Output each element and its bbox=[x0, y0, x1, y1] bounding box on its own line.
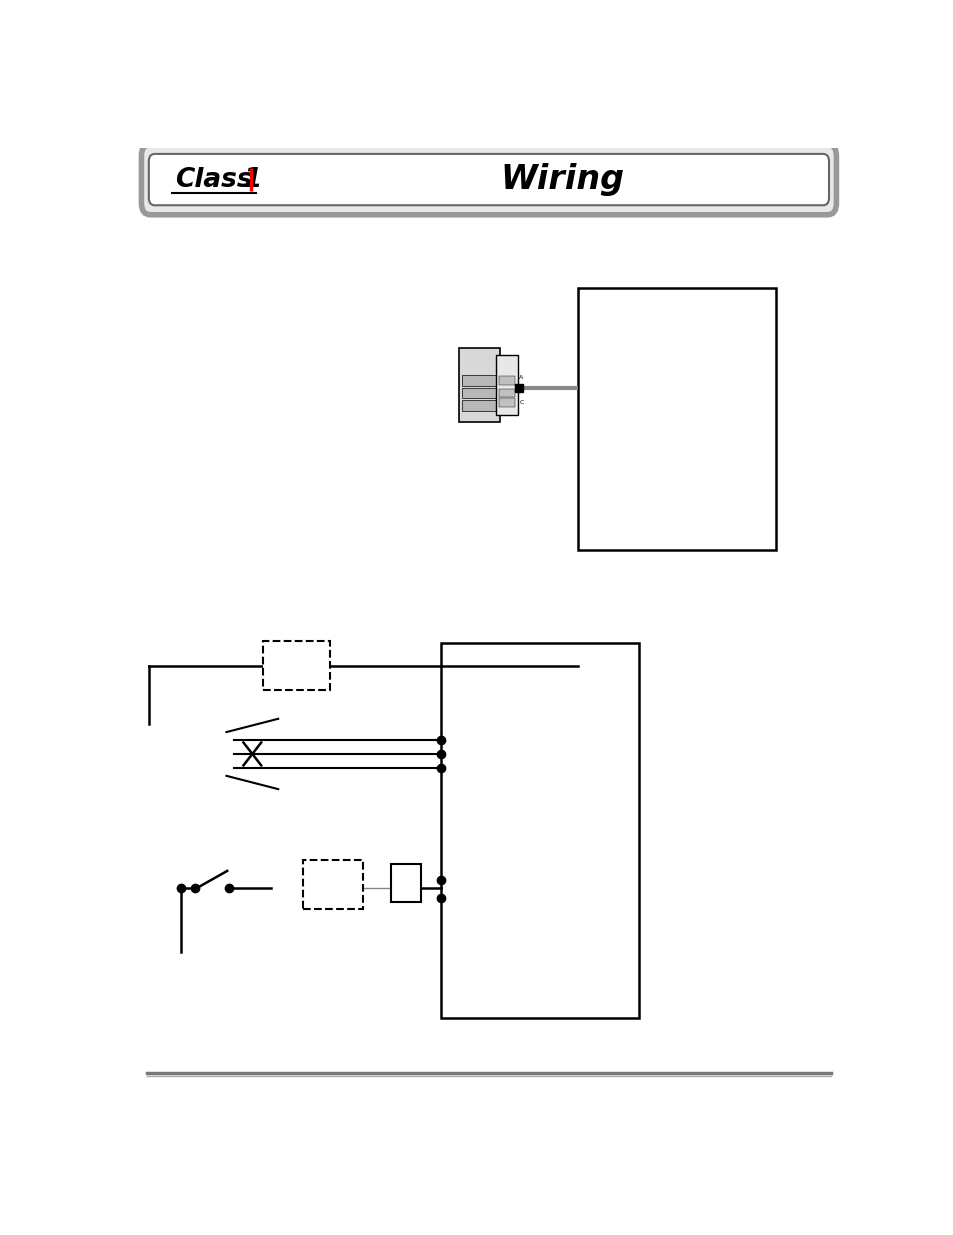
FancyBboxPatch shape bbox=[141, 144, 836, 215]
Bar bbox=[440, 642, 639, 1019]
Bar bbox=[459, 348, 499, 422]
Bar bbox=[461, 400, 497, 411]
Bar bbox=[302, 860, 363, 909]
Bar bbox=[498, 389, 515, 398]
Text: A: A bbox=[518, 375, 523, 380]
Bar bbox=[461, 388, 497, 399]
Text: B: B bbox=[518, 388, 523, 393]
Bar bbox=[496, 354, 518, 415]
Bar bbox=[391, 864, 420, 903]
Bar bbox=[498, 399, 515, 406]
Bar bbox=[461, 375, 497, 385]
Bar bbox=[498, 377, 515, 385]
Bar bbox=[577, 288, 775, 550]
Text: Class: Class bbox=[174, 167, 252, 193]
Text: C: C bbox=[518, 400, 523, 405]
Text: 1: 1 bbox=[243, 167, 261, 193]
FancyBboxPatch shape bbox=[149, 154, 828, 205]
Bar bbox=[263, 641, 330, 690]
Text: Wiring: Wiring bbox=[500, 163, 624, 196]
